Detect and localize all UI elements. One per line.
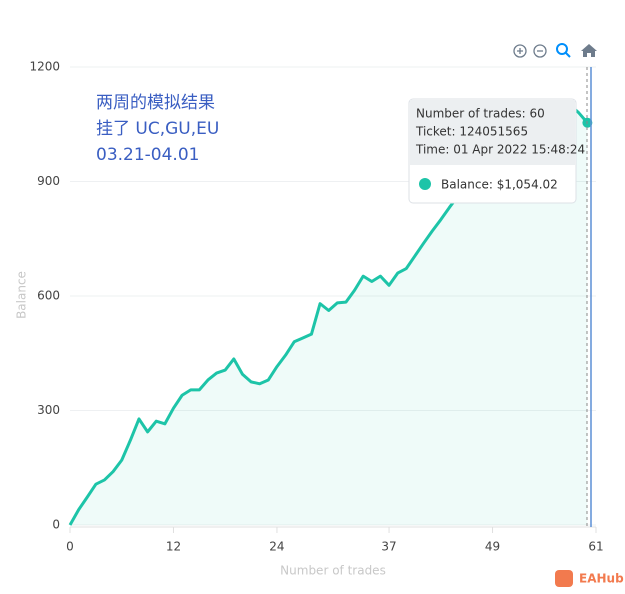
- tooltip-header: [410, 100, 575, 165]
- tooltip-text: Number of trades: 60: [416, 107, 545, 121]
- tooltip-text: Ticket: 124051565: [415, 125, 528, 139]
- tooltip-text: Balance: $1,054.02: [441, 178, 558, 192]
- area-fill: [70, 105, 588, 526]
- toolbar: [513, 43, 597, 58]
- zoom-out-button[interactable]: [533, 44, 547, 58]
- tooltip-text: Time: 01 Apr 2022 15:48:24: [415, 143, 585, 157]
- x-tick-label: 61: [588, 540, 603, 554]
- x-axis-title: Number of trades: [280, 564, 386, 578]
- y-tick-label: 0: [52, 518, 60, 532]
- watermark: EAHub: [555, 570, 624, 587]
- annotation: 两周的模拟结果: [96, 93, 215, 113]
- watermark-text: EAHub: [579, 572, 624, 586]
- y-tick-label: 900: [37, 174, 60, 188]
- y-axis-title: Balance: [15, 271, 29, 319]
- x-tick-label: 0: [66, 540, 74, 554]
- tooltip: Number of trades: 60 Ticket: 124051565 T…: [408, 98, 585, 204]
- zoom-select-button[interactable]: [556, 43, 571, 58]
- annotation: 03.21-04.01: [96, 145, 199, 165]
- x-tick-label: 24: [269, 540, 284, 554]
- zoom-in-button[interactable]: [513, 44, 527, 58]
- y-tick-label: 600: [37, 289, 60, 303]
- x-tick-label: 49: [485, 540, 500, 554]
- reset-button[interactable]: [581, 44, 597, 57]
- tooltip-marker: [419, 178, 431, 190]
- x-tick-label: 12: [166, 540, 181, 554]
- y-tick-label: 300: [37, 403, 60, 417]
- x-tick-label: 37: [381, 540, 396, 554]
- annotation: 挂了 UC,GU,EU: [96, 119, 219, 139]
- y-tick-label: 1200: [29, 60, 60, 74]
